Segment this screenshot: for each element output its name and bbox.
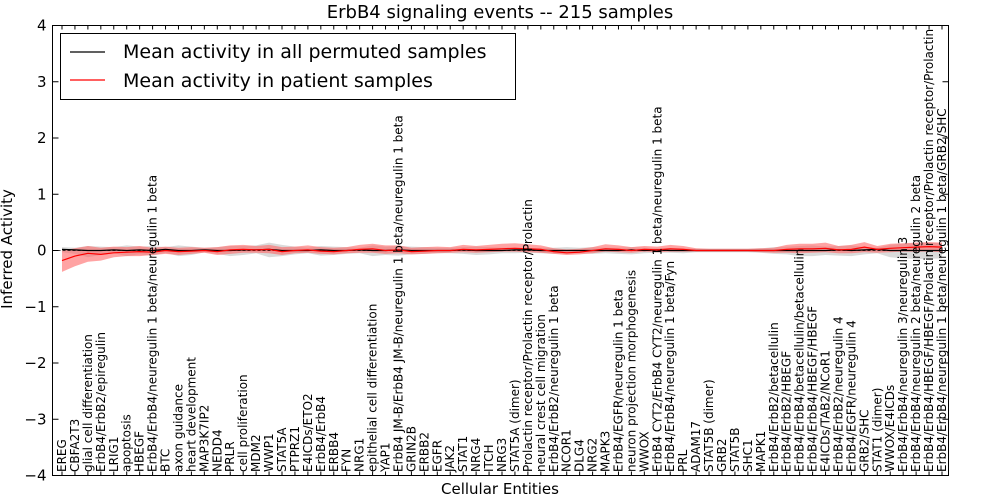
x-tick-label: epithelial cell differentiation — [366, 304, 380, 472]
series-lines — [52, 245, 949, 262]
x-tick-label: NEDD4 — [210, 429, 224, 472]
x-tick-label: NCOR1 — [560, 429, 574, 472]
x-tick-label: MAP3K7IP2 — [197, 405, 211, 472]
x-tick-label: PRL — [676, 449, 690, 472]
x-tick-label: ErbB4/ErbB4/HBEGF/HBEGF/Prolactin recept… — [922, 29, 936, 472]
x-tick-label: STAT5B (dimer) — [702, 379, 716, 472]
x-tick-label: ErbB4 CYT2/ErbB4 CYT2/neuregulin 1 beta/… — [650, 106, 664, 472]
x-tick-label: FYN — [340, 449, 354, 472]
x-axis-label: Cellular Entities — [441, 480, 559, 498]
x-tick-label: STAT1 (dimer) — [870, 388, 884, 472]
legend-frame — [60, 33, 516, 100]
x-tick-label: ErbB4/ErbB2/HBEGF — [780, 351, 794, 472]
legend: Mean activity in all permuted samples Me… — [60, 33, 516, 100]
y-tick-label: 0 — [37, 242, 47, 260]
x-tick-label: ErbB4/ErbB2/neuregulin 4 — [832, 316, 846, 472]
x-tick-label: ErbB4/ErbB4/neuregulin 2 beta/neuregulin… — [909, 175, 923, 472]
x-tick-label: NRG2 — [586, 438, 600, 472]
x-tick-label: GRB2 — [715, 438, 729, 472]
x-tick-label: PRLR — [223, 441, 237, 472]
x-tick-label: axon guidance — [172, 384, 186, 472]
x-tick-label: STAT5A (dimer) — [508, 379, 522, 472]
x-tick-label: LRIG1 — [107, 437, 121, 473]
legend-label-patient: Mean activity in patient samples — [123, 70, 433, 92]
x-tick-label: STAT5A — [275, 427, 289, 472]
confidence-bands — [62, 242, 942, 272]
x-tick-label: ErbB4/ErbB4 — [314, 396, 328, 472]
series-line-permuted — [61, 248, 942, 252]
series-line-patient — [61, 245, 943, 262]
x-tick-label: ErbB4 JM-B/ErbB4 JM-B/neuregulin 1 beta/… — [392, 115, 406, 472]
x-tick-label: ADAM17 — [689, 421, 703, 472]
x-tick-label: STAT1 — [456, 436, 470, 472]
x-tick-label: WWOX — [637, 431, 651, 472]
x-tick-label: WWP1 — [262, 433, 276, 472]
x-tick-label: ERBB4 — [327, 432, 341, 472]
y-tick-label: 4 — [37, 17, 47, 35]
x-tick-label: ITCH — [482, 444, 496, 472]
x-tick-label: ErbB4/ErbB4/HBEGF/HBEGF — [806, 306, 820, 472]
x-tick-label: WWOX/E4ICDs — [883, 385, 897, 472]
x-tick-label: ErbB4/ErbB2/betacellulin — [767, 322, 781, 472]
legend-label-permuted: Mean activity in all permuted samples — [123, 41, 486, 63]
x-tick-label: MAPK1 — [754, 431, 768, 472]
x-tick-label: NRG1 — [353, 438, 367, 472]
x-tick-label: cell proliferation — [236, 374, 250, 472]
x-tick-label: STAT5B — [728, 428, 742, 473]
y-tick-label: 2 — [37, 129, 47, 147]
x-tick-label: ErbB4/ErbB4/neuregulin 1 beta/Fyn — [663, 261, 677, 472]
x-tick-label: PTPRZ1 — [288, 426, 302, 472]
x-tick-label: NRG4 — [469, 438, 483, 472]
x-tick-label: E4ICDs/TAB2/NCoR1 — [819, 350, 833, 472]
y-tick-label: −4 — [24, 467, 46, 485]
x-tick-label: ERBB2 — [417, 432, 431, 472]
x-tick-label: JAK2 — [443, 445, 457, 473]
x-tick-label: ErbB4/ErbB2/epiregulin — [94, 332, 108, 472]
x-tick-label: NRG3 — [495, 438, 509, 472]
x-tick-label: DLG4 — [573, 439, 587, 472]
x-tick-label: MDM2 — [249, 434, 263, 472]
x-tick-label: ErbB4/ErbB2/neuregulin 1 beta — [547, 285, 561, 472]
x-tick-label: EGFR — [430, 440, 444, 472]
x-tick-label: ErbB4/ErbB4/neuregulin 1 beta/neuregulin… — [146, 175, 160, 472]
x-tick-label: MAPK3 — [599, 431, 613, 472]
x-tick-label: GRIN2B — [404, 426, 418, 472]
y-tick-label: −3 — [24, 410, 46, 428]
y-tick-label: −2 — [24, 354, 46, 372]
y-tick-label: 3 — [37, 73, 47, 91]
x-tick-label: heart development — [184, 357, 198, 472]
y-tick-label: −1 — [24, 298, 46, 316]
x-tick-label: E4ICDs/ETO2 — [301, 393, 315, 472]
x-tick-label: SHC1 — [741, 439, 755, 472]
x-tick-label: CBFA2T3 — [68, 419, 82, 472]
x-tick-label: neuron projection morphogenesis — [624, 270, 638, 472]
y-axis: −4 −3 −2 −1 0 1 2 3 4 — [24, 17, 949, 485]
x-tick-label: neural crest cell migration — [534, 314, 548, 472]
x-tick-label: GRB2/SHC — [857, 409, 871, 472]
x-tick-label: ErbB4/ErbB4/betacellulin/betacellulin — [793, 249, 807, 472]
x-tick-label: ErbB4/ErbB4/neuregulin 1 beta/neuregulin… — [935, 108, 949, 472]
x-tick-label: ErbB4/EGFR/neuregulin 1 beta — [612, 289, 626, 472]
x-tick-label: BTC — [159, 449, 173, 472]
x-tick-label: HBEGF — [133, 431, 147, 472]
x-tick-label: YAP1 — [379, 443, 393, 473]
chart-title: ErbB4 signaling events -- 215 samples — [327, 2, 674, 23]
x-tick-label: EREG — [55, 439, 69, 472]
x-tick-label: ErbB4/ErbB4/neuregulin 3/neuregulin 3 — [896, 237, 910, 472]
x-tick-label: apoptosis — [120, 414, 134, 472]
band-patient — [62, 242, 942, 272]
x-tick-label: ErbB4/EGFR/neuregulin 4 — [844, 320, 858, 472]
y-tick-label: 1 — [37, 185, 47, 203]
y-axis-label: Inferred Activity — [0, 189, 16, 309]
x-tick-label: glial cell differentiation — [81, 334, 95, 472]
plot-frame — [52, 25, 949, 476]
x-tick-label: Prolactin receptor/Prolactin receptor/Pr… — [521, 199, 535, 472]
